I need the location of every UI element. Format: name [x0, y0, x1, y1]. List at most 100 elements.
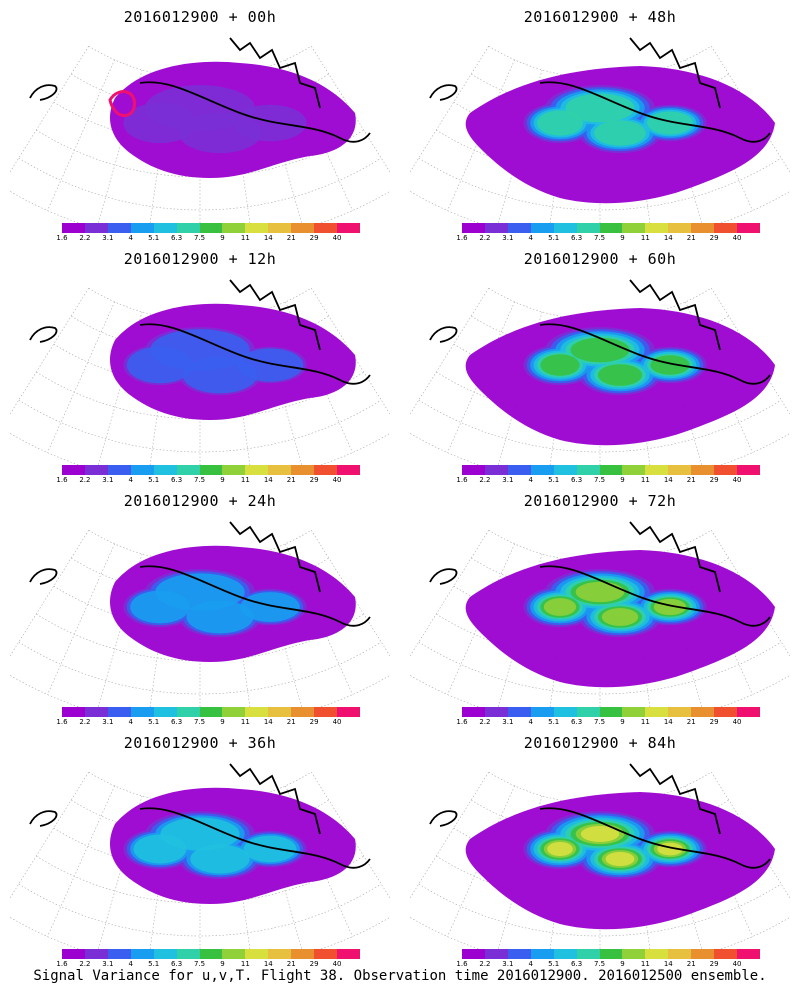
- colorbar-swatch: [462, 465, 485, 475]
- colorbar-swatch: [268, 223, 292, 233]
- colorbar-tick-label: 29: [709, 718, 719, 726]
- colorbar-tick-label: 40: [732, 960, 742, 968]
- colorbar-swatch: [622, 707, 646, 717]
- colorbar-swatch: [507, 465, 531, 475]
- meridian-line: [549, 75, 572, 223]
- colorbar-tick-label: 9: [220, 960, 225, 968]
- colorbar-tick-label: 40: [732, 718, 742, 726]
- colorbar-swatch: [599, 223, 623, 233]
- meridian-line: [711, 771, 790, 899]
- meridian-line: [97, 69, 143, 223]
- colorbar-tick-label: 11: [240, 960, 250, 968]
- colorbar-swatch: [737, 949, 760, 959]
- colorbar-swatch: [107, 223, 131, 233]
- colorbar-swatch: [245, 949, 269, 959]
- forecast-panel: 2016012900 + 48h 1.6 2.2 3.1 4 5.1 6.3 7.5 9 11 14…: [400, 0, 800, 245]
- meridian-line: [228, 75, 251, 223]
- variance-field: [110, 545, 356, 662]
- colorbar-swatch: [245, 223, 269, 233]
- colorbar-tick-label: 9: [220, 718, 225, 726]
- meridian-line: [311, 771, 390, 899]
- colorbar-tick-label: 2.2: [479, 476, 491, 484]
- colorbar-tick-label: 4: [128, 476, 133, 484]
- latitude-line: [488, 45, 712, 79]
- colorbar-tick-label: 3.1: [102, 234, 114, 242]
- variance-field: [110, 303, 356, 420]
- meridian-line: [97, 795, 143, 949]
- coastline-path: [139, 565, 371, 627]
- variance-map: [10, 763, 390, 949]
- colorbar-tick-label: 11: [640, 476, 650, 484]
- colorbar-tick-label: 6.3: [171, 960, 183, 968]
- colorbar-swatch: [199, 707, 223, 717]
- colorbar-tick-label: 21: [286, 476, 296, 484]
- field-layer: [547, 841, 573, 857]
- colorbar-swatch: [314, 223, 338, 233]
- colorbar-tick-label: 21: [686, 960, 696, 968]
- meridian-line: [285, 301, 353, 453]
- field-layer: [243, 835, 297, 863]
- colorbar-tick-label: 5.1: [548, 960, 560, 968]
- colorbar-tick-label: 7.5: [193, 718, 206, 726]
- colorbar: [62, 465, 360, 475]
- meridian-line: [447, 785, 515, 937]
- panel-title: 2016012900 + 12h: [123, 250, 277, 268]
- field-layer: [601, 608, 639, 626]
- colorbar-swatch: [84, 465, 108, 475]
- colorbar-tick-label: 11: [640, 718, 650, 726]
- panel-title: 2016012900 + 24h: [123, 492, 277, 510]
- colorbar-tick-label: 5.1: [548, 476, 560, 484]
- colorbar-tick-label: 21: [686, 718, 696, 726]
- colorbar-swatch: [130, 223, 154, 233]
- latitude-line: [418, 883, 782, 937]
- colorbar-swatch: [576, 707, 600, 717]
- colorbar-swatch: [291, 223, 315, 233]
- meridian-line: [447, 543, 515, 695]
- colorbar-tick-label: 4: [528, 234, 533, 242]
- colorbar-swatch: [153, 949, 177, 959]
- coastline-path: [139, 81, 371, 143]
- colorbar-tick-label: 40: [332, 234, 342, 242]
- colorbar-swatch: [176, 707, 200, 717]
- meridian-line: [47, 301, 115, 453]
- panel-title: 2016012900 + 48h: [523, 8, 677, 26]
- variance-map: [10, 37, 390, 223]
- latitude-line: [418, 157, 782, 211]
- colorbar-tick-label: 6.3: [171, 476, 183, 484]
- meridian-line: [711, 529, 790, 657]
- colorbar-swatch: [645, 707, 669, 717]
- coastline-path: [229, 763, 321, 835]
- colorbar-swatch: [645, 465, 669, 475]
- colorbar-tick-label: 29: [709, 960, 719, 968]
- colorbar-tick-label: 1.6: [456, 234, 468, 242]
- colorbar-ticks: 1.6 2.2 3.1 4 5.1 6.3 7.5 9 11 14 21 29 40: [456, 234, 760, 244]
- meridian-line: [97, 311, 143, 465]
- colorbar-tick-label: 14: [663, 476, 673, 484]
- latitude-line: [88, 771, 312, 805]
- colorbar-tick-label: 3.1: [502, 960, 514, 968]
- colorbar-tick-label: 40: [332, 718, 342, 726]
- colorbar-swatch: [553, 223, 577, 233]
- colorbar-swatch: [737, 707, 760, 717]
- colorbar-tick-label: 6.3: [571, 234, 583, 242]
- coastline-path: [229, 37, 321, 109]
- colorbar-tick-label: 7.5: [193, 234, 206, 242]
- colorbar-swatch: [314, 707, 338, 717]
- coastline-path: [539, 565, 771, 627]
- forecast-panel: 2016012900 + 24h 1.6 2.2 3.1 4 5.1 6.3 7.5 9 11 14…: [0, 484, 400, 729]
- colorbar-ticks: 1.6 2.2 3.1 4 5.1 6.3 7.5 9 11 14 21 29 40: [56, 476, 360, 486]
- meridian-line: [10, 771, 89, 899]
- colorbar-swatch: [714, 949, 738, 959]
- high-variance-contour: [108, 90, 136, 117]
- colorbar-tick-label: 40: [732, 234, 742, 242]
- colorbar-tick-label: 29: [309, 718, 319, 726]
- field-layer: [155, 573, 245, 611]
- colorbar-tick-label: 40: [332, 476, 342, 484]
- meridian-line: [685, 785, 753, 937]
- coastline-path: [29, 326, 58, 343]
- meridian-line: [410, 287, 489, 415]
- meridian-line: [447, 301, 515, 453]
- colorbar-swatch: [599, 465, 623, 475]
- colorbar-swatch: [62, 949, 85, 959]
- colorbar-tick-label: 4: [128, 718, 133, 726]
